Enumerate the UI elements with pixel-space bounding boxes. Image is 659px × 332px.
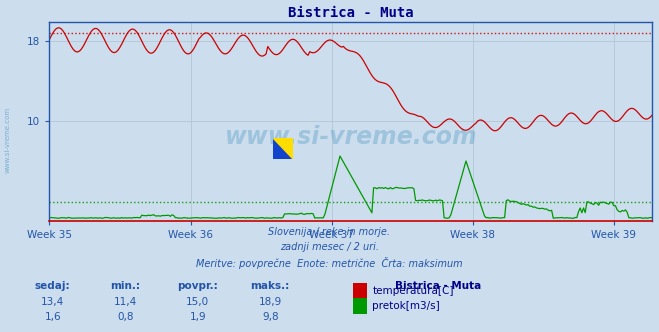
Text: 9,8: 9,8 xyxy=(262,312,279,322)
Text: 18,9: 18,9 xyxy=(258,297,282,307)
Text: temperatura[C]: temperatura[C] xyxy=(372,286,454,296)
Polygon shape xyxy=(273,138,293,159)
Title: Bistrica - Muta: Bistrica - Muta xyxy=(288,6,414,20)
Text: 0,8: 0,8 xyxy=(117,312,134,322)
Text: 13,4: 13,4 xyxy=(41,297,65,307)
Text: www.si-vreme.com: www.si-vreme.com xyxy=(225,125,477,149)
Text: pretok[m3/s]: pretok[m3/s] xyxy=(372,301,440,311)
Text: 1,6: 1,6 xyxy=(44,312,61,322)
Text: Bistrica - Muta: Bistrica - Muta xyxy=(395,281,482,290)
Text: Meritve: povprečne  Enote: metrične  Črta: maksimum: Meritve: povprečne Enote: metrične Črta:… xyxy=(196,257,463,269)
Text: 15,0: 15,0 xyxy=(186,297,210,307)
Text: 11,4: 11,4 xyxy=(113,297,137,307)
Text: sedaj:: sedaj: xyxy=(35,281,71,290)
Text: www.si-vreme.com: www.si-vreme.com xyxy=(5,106,11,173)
Text: min.:: min.: xyxy=(110,281,140,290)
Polygon shape xyxy=(273,138,293,159)
Text: 1,9: 1,9 xyxy=(189,312,206,322)
Text: Slovenija / reke in morje.: Slovenija / reke in morje. xyxy=(268,227,391,237)
Text: maks.:: maks.: xyxy=(250,281,290,290)
Text: zadnji mesec / 2 uri.: zadnji mesec / 2 uri. xyxy=(280,242,379,252)
Text: povpr.:: povpr.: xyxy=(177,281,218,290)
